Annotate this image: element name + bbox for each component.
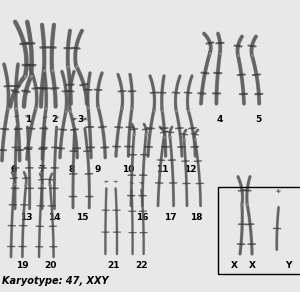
Text: 9: 9	[95, 165, 101, 174]
Text: 13: 13	[20, 213, 32, 222]
Text: 16: 16	[136, 213, 148, 222]
Text: 20: 20	[44, 261, 56, 270]
Text: Karyotype: 47, XXY: Karyotype: 47, XXY	[2, 276, 109, 286]
Text: 11: 11	[156, 165, 168, 174]
Text: 14: 14	[48, 213, 60, 222]
Bar	[218, 187, 300, 274]
Text: 19: 19	[16, 261, 28, 270]
Text: 6: 6	[11, 165, 17, 174]
Text: 10: 10	[122, 165, 134, 174]
Text: X: X	[248, 261, 256, 270]
Text: 3: 3	[77, 115, 83, 124]
Text: 4: 4	[217, 115, 223, 124]
Text: 12: 12	[184, 165, 196, 174]
Text: 5: 5	[255, 115, 261, 124]
Text: 2: 2	[51, 115, 57, 124]
Text: 22: 22	[136, 261, 148, 270]
Text: Y: Y	[285, 261, 291, 270]
Text: 21: 21	[108, 261, 120, 270]
Text: 15: 15	[76, 213, 88, 222]
Text: 17: 17	[164, 213, 176, 222]
Text: X: X	[230, 261, 238, 270]
Text: 8: 8	[69, 165, 75, 174]
Text: 1: 1	[25, 115, 31, 124]
Text: 18: 18	[190, 213, 202, 222]
Text: 7: 7	[39, 165, 45, 174]
